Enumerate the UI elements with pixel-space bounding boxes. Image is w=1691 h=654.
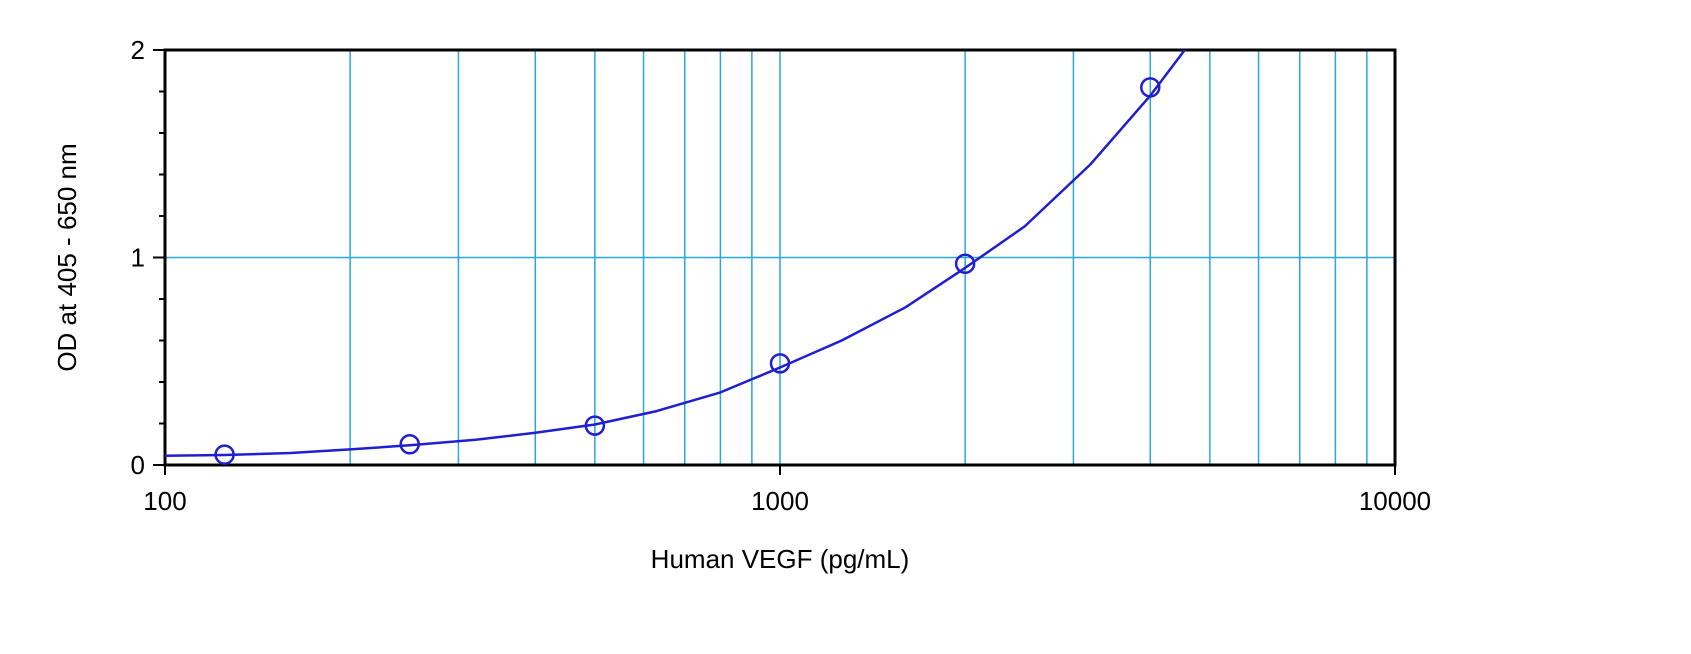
data-point	[584, 415, 606, 436]
data-point	[399, 434, 420, 455]
fit-curve	[164, 49, 1186, 457]
y-axis-title: OD at 405 - 650 nm	[52, 143, 82, 371]
data-point	[1140, 77, 1161, 98]
y-tick-label: 2	[131, 35, 145, 65]
x-tick-label: 100	[143, 486, 186, 516]
x-axis-ticks: 100 1000 10000	[143, 465, 1431, 516]
fit-curve-layer	[164, 49, 1186, 457]
y-axis-ticks: 0 1 2	[131, 35, 165, 480]
x-axis-title: Human VEGF (pg/mL)	[651, 544, 910, 574]
data-point	[954, 253, 976, 274]
y-tick-label: 0	[131, 450, 145, 480]
data-points	[214, 77, 1161, 465]
x-tick-label: 10000	[1359, 486, 1431, 516]
data-point	[769, 353, 791, 374]
y-tick-label: 1	[131, 243, 145, 273]
grid	[165, 50, 1395, 465]
x-tick-label: 1000	[751, 486, 809, 516]
data-point	[214, 444, 235, 465]
